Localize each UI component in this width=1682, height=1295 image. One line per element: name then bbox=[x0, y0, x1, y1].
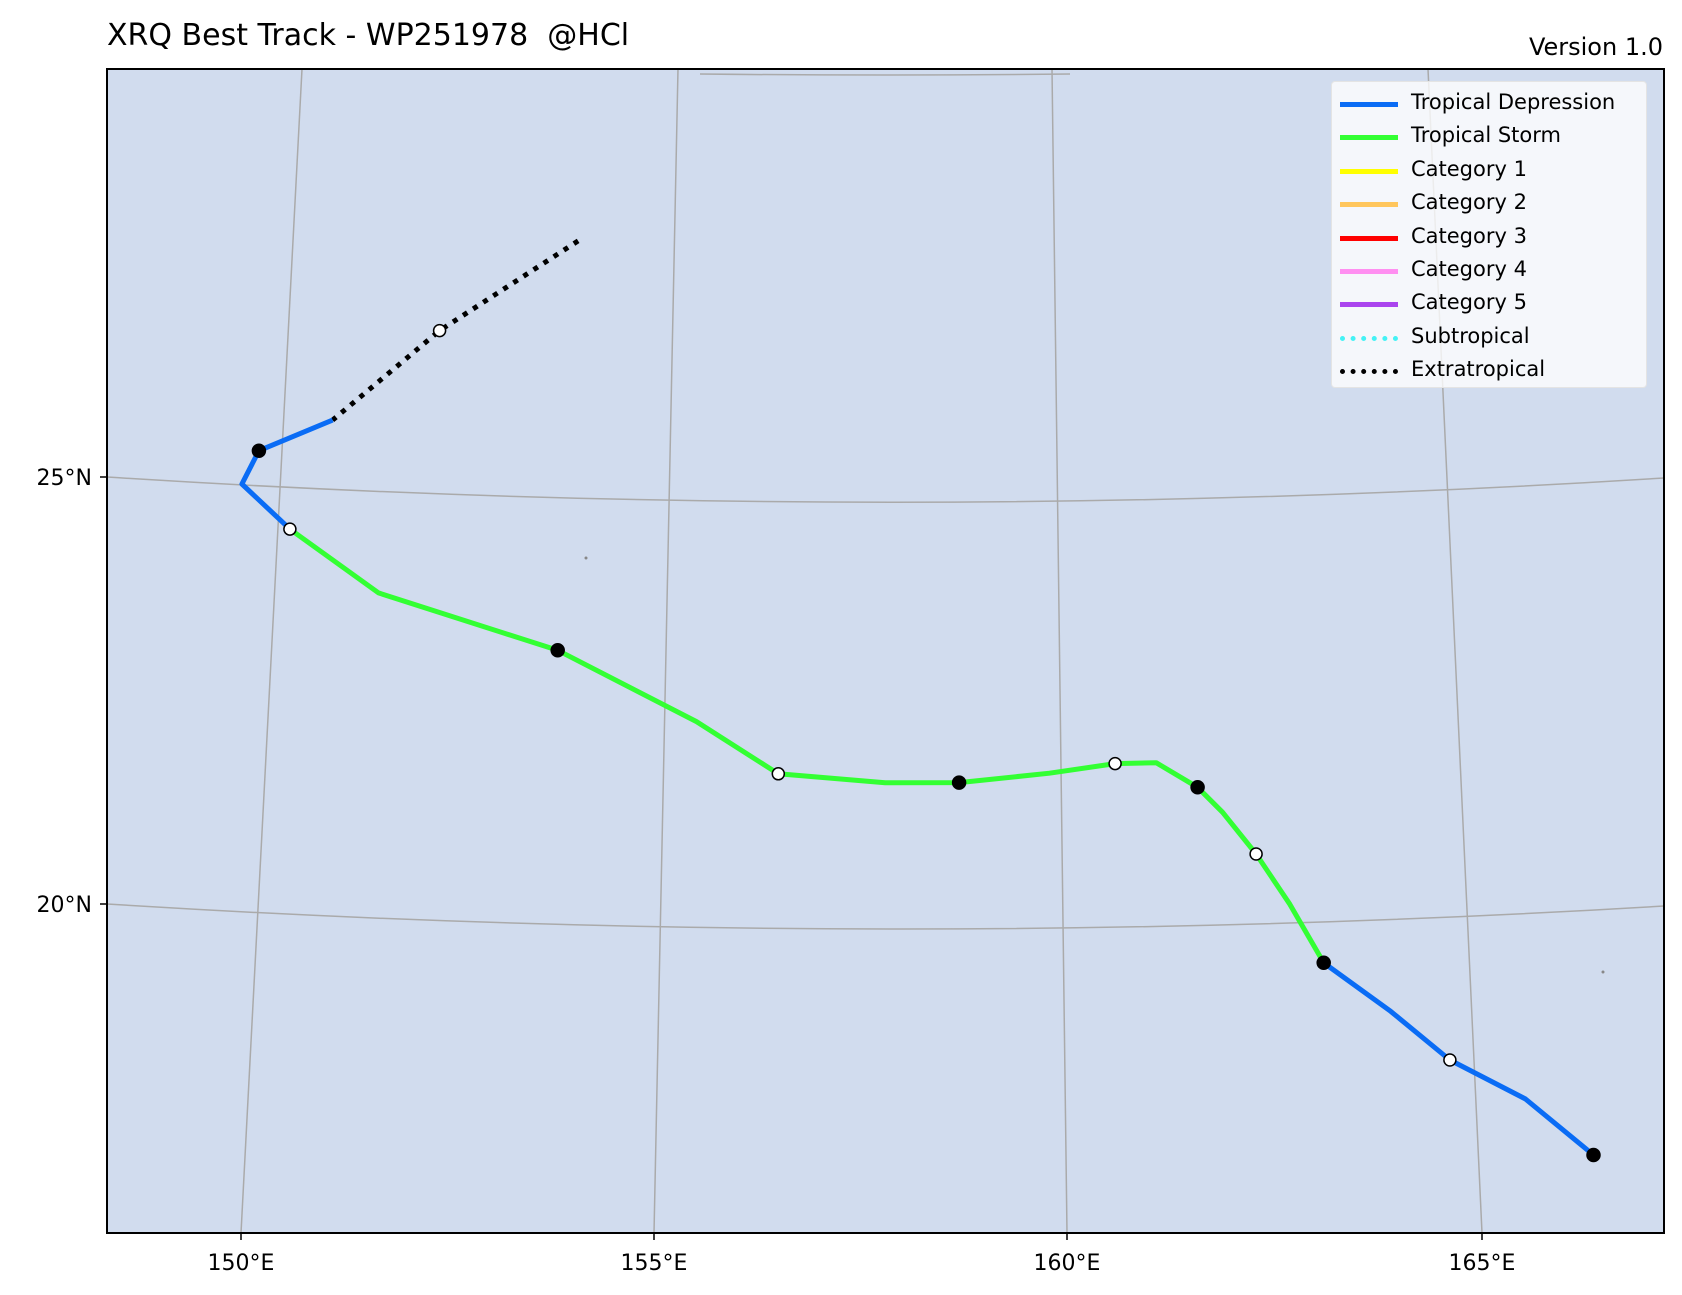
legend-item: Tropical Depression bbox=[1332, 88, 1646, 121]
meridian-150e bbox=[240, 68, 303, 1234]
legend-label: Extratropical bbox=[1411, 357, 1546, 382]
track-fix-12z bbox=[771, 767, 786, 781]
legend-swatch bbox=[1340, 369, 1398, 375]
legend-item: Category 5 bbox=[1332, 288, 1646, 321]
islands bbox=[584, 556, 1605, 974]
island-marker bbox=[1601, 970, 1605, 974]
track-fix-00z bbox=[1586, 1147, 1601, 1163]
lon-label-150e: 150°E bbox=[208, 1251, 275, 1276]
page-title: XRQ Best Track - WP251978 @HCl bbox=[107, 18, 630, 53]
legend-label: Category 2 bbox=[1411, 190, 1527, 215]
legend-label: Category 5 bbox=[1411, 290, 1527, 315]
legend-label: Category 1 bbox=[1411, 156, 1527, 181]
lon-label-155e: 155°E bbox=[621, 1251, 688, 1276]
legend-label: Category 4 bbox=[1411, 257, 1527, 281]
track-fix-00z bbox=[1316, 955, 1331, 971]
map-frame bbox=[106, 68, 1665, 1234]
track-fixes bbox=[251, 323, 1601, 1163]
track-fix-00z bbox=[251, 443, 267, 458]
legend-item: Category 4 bbox=[1332, 255, 1646, 288]
legend-swatch bbox=[1340, 202, 1398, 208]
track-fix-00z bbox=[550, 643, 565, 658]
legend-label: Subtropical bbox=[1411, 323, 1530, 348]
parallel-30n bbox=[699, 73, 1071, 76]
legend-label: Tropical Storm bbox=[1411, 123, 1561, 148]
track-fix-12z bbox=[432, 323, 447, 338]
meridian-160e bbox=[1051, 68, 1068, 1234]
legend-swatch bbox=[1340, 302, 1398, 308]
legend-swatch bbox=[1340, 102, 1398, 107]
track-fix-12z bbox=[1443, 1053, 1457, 1067]
legend-label: Tropical Depression bbox=[1411, 90, 1616, 114]
lon-label-160e: 160°E bbox=[1034, 1251, 1101, 1276]
parallel-20n bbox=[106, 903, 1665, 930]
track-segment-tropical-depression bbox=[239, 417, 334, 531]
island-marker bbox=[584, 556, 588, 560]
meridian-155e bbox=[653, 68, 679, 1234]
legend-swatch bbox=[1340, 168, 1398, 174]
legend-item: Subtropical bbox=[1332, 322, 1646, 355]
track-fix-00z bbox=[951, 775, 967, 790]
legend-item: Category 1 bbox=[1332, 155, 1646, 188]
axis-ticks bbox=[100, 476, 1483, 1240]
legend-item: Extratropical bbox=[1332, 355, 1646, 388]
legend-item: Category 2 bbox=[1332, 188, 1646, 221]
legend-swatch bbox=[1340, 135, 1398, 141]
legend-label: Category 3 bbox=[1411, 223, 1527, 248]
legend-item: Tropical Storm bbox=[1332, 121, 1646, 154]
lat-label-25n: 25°N bbox=[37, 466, 92, 491]
legend-swatch bbox=[1340, 269, 1398, 274]
track-fix-12z bbox=[1249, 847, 1263, 861]
legend-swatch bbox=[1340, 235, 1398, 241]
legend-item: Category 3 bbox=[1332, 222, 1646, 255]
parallel-25n bbox=[106, 476, 1665, 503]
version-label: Version 1.0 bbox=[1528, 33, 1663, 61]
legend-swatch bbox=[1340, 335, 1398, 341]
track-fix-12z bbox=[1108, 756, 1122, 771]
track-fix-00z bbox=[1190, 780, 1205, 795]
track-fix-12z bbox=[283, 522, 297, 536]
lat-label-20n: 20°N bbox=[37, 893, 92, 918]
legend: Tropical Depression Tropical Storm Categor… bbox=[1331, 81, 1647, 388]
track-segment-tropical-storm bbox=[288, 527, 1326, 965]
lon-label-165e: 165°E bbox=[1449, 1251, 1516, 1276]
